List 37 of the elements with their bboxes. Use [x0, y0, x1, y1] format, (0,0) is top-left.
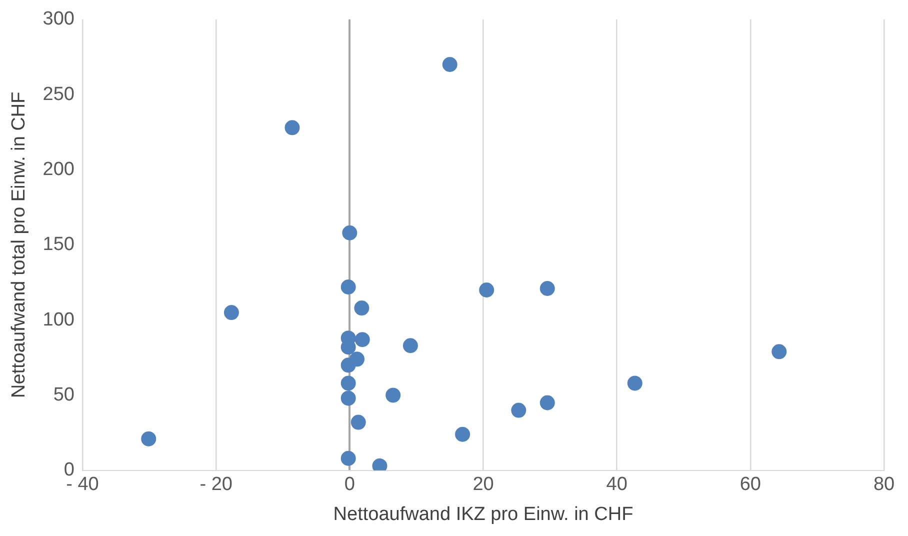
- y-tick-label: 0: [64, 460, 74, 481]
- point: [455, 426, 470, 442]
- point: [442, 57, 458, 72]
- y-tick-label: 200: [42, 158, 74, 180]
- x-axis-title: Nettoaufwand IKZ pro Einw. in CHF: [333, 504, 634, 525]
- point: [340, 358, 356, 373]
- point: [540, 395, 555, 410]
- point: [540, 280, 555, 296]
- x-tick-label: 20: [472, 474, 494, 496]
- x-tick-label: 60: [740, 474, 761, 496]
- point: [479, 282, 494, 298]
- point: [342, 225, 358, 240]
- point: [511, 402, 526, 418]
- y-tick-label: 50: [53, 384, 74, 406]
- point: [340, 376, 356, 391]
- x-tick-label: 0: [344, 474, 355, 496]
- x-tick-label: - 20: [200, 474, 232, 496]
- point: [772, 344, 787, 360]
- point: [340, 450, 356, 466]
- point: [402, 338, 418, 354]
- point: [340, 279, 356, 294]
- y-tick-label: 150: [42, 234, 74, 256]
- point: [354, 300, 370, 316]
- point: [340, 390, 356, 406]
- y-tick-label: 100: [42, 309, 74, 330]
- y-tick-label: 250: [42, 84, 74, 105]
- point: [386, 388, 401, 403]
- x-tick-label: 40: [606, 474, 628, 496]
- y-axis-title: Nettoaufwand total pro Einw. in CHF: [8, 92, 30, 398]
- point: [627, 376, 642, 391]
- point: [224, 305, 239, 320]
- x-tick-label: 80: [873, 474, 895, 496]
- y-tick-label: 300: [42, 8, 74, 30]
- point: [354, 332, 370, 348]
- point: [141, 431, 156, 446]
- point: [350, 414, 366, 430]
- point: [284, 120, 300, 136]
